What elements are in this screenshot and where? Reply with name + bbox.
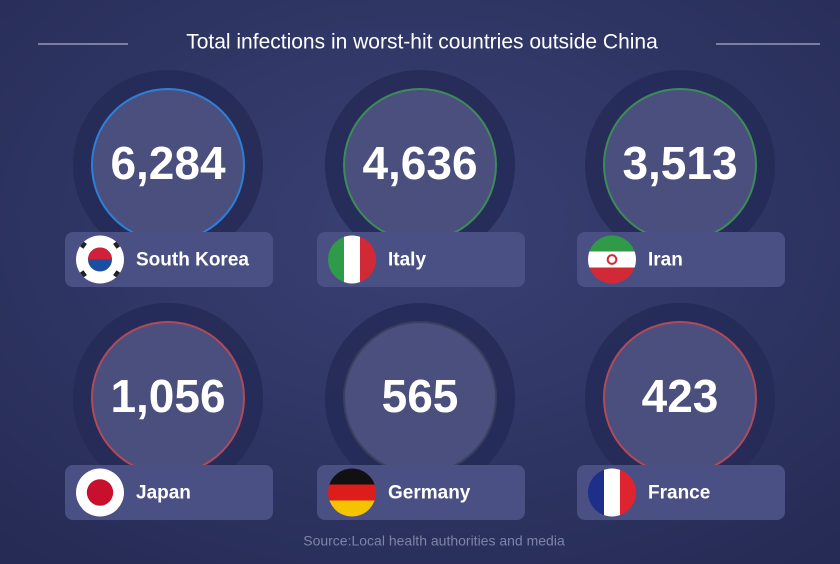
flag-disc	[86, 479, 114, 506]
flag-stripe	[588, 267, 636, 284]
source: Source:Local health authorities and medi…	[303, 533, 565, 549]
title: Total infections in worst-hit countries …	[186, 31, 658, 54]
flag	[328, 468, 376, 517]
flag-stripe	[344, 235, 361, 284]
flag-stripe	[588, 468, 605, 517]
flag-stripe	[604, 468, 621, 517]
country-name: Germany	[388, 483, 471, 504]
flag-stripe	[620, 468, 636, 517]
country-name: Iran	[648, 250, 683, 271]
flag-stripe	[588, 251, 636, 268]
flag	[76, 235, 124, 284]
flag-stripe	[328, 484, 376, 501]
value-label: 423	[642, 370, 719, 422]
flag-stripe	[360, 235, 376, 284]
flag	[328, 235, 376, 284]
tiles: 6,284 South Korea 4,636 Italy 3,513 Iran 1,056…	[65, 70, 785, 520]
flag	[76, 468, 124, 517]
flag-stripe	[328, 235, 345, 284]
flag-stripe	[588, 235, 636, 252]
flag-emblem	[88, 247, 112, 260]
flag-stripe	[328, 500, 376, 517]
value-label: 4,636	[362, 137, 477, 189]
country-name: France	[648, 483, 710, 504]
value-label: 1,056	[110, 370, 225, 422]
flag-emblem	[606, 254, 618, 265]
country-name: Italy	[388, 250, 426, 271]
country-name: South Korea	[136, 250, 249, 271]
value-label: 565	[382, 370, 459, 422]
flag	[588, 468, 636, 517]
value-label: 3,513	[622, 137, 737, 189]
flag	[588, 235, 636, 284]
flag-stripe	[328, 468, 376, 485]
country-name: Japan	[136, 483, 191, 504]
value-label: 6,284	[110, 137, 226, 189]
